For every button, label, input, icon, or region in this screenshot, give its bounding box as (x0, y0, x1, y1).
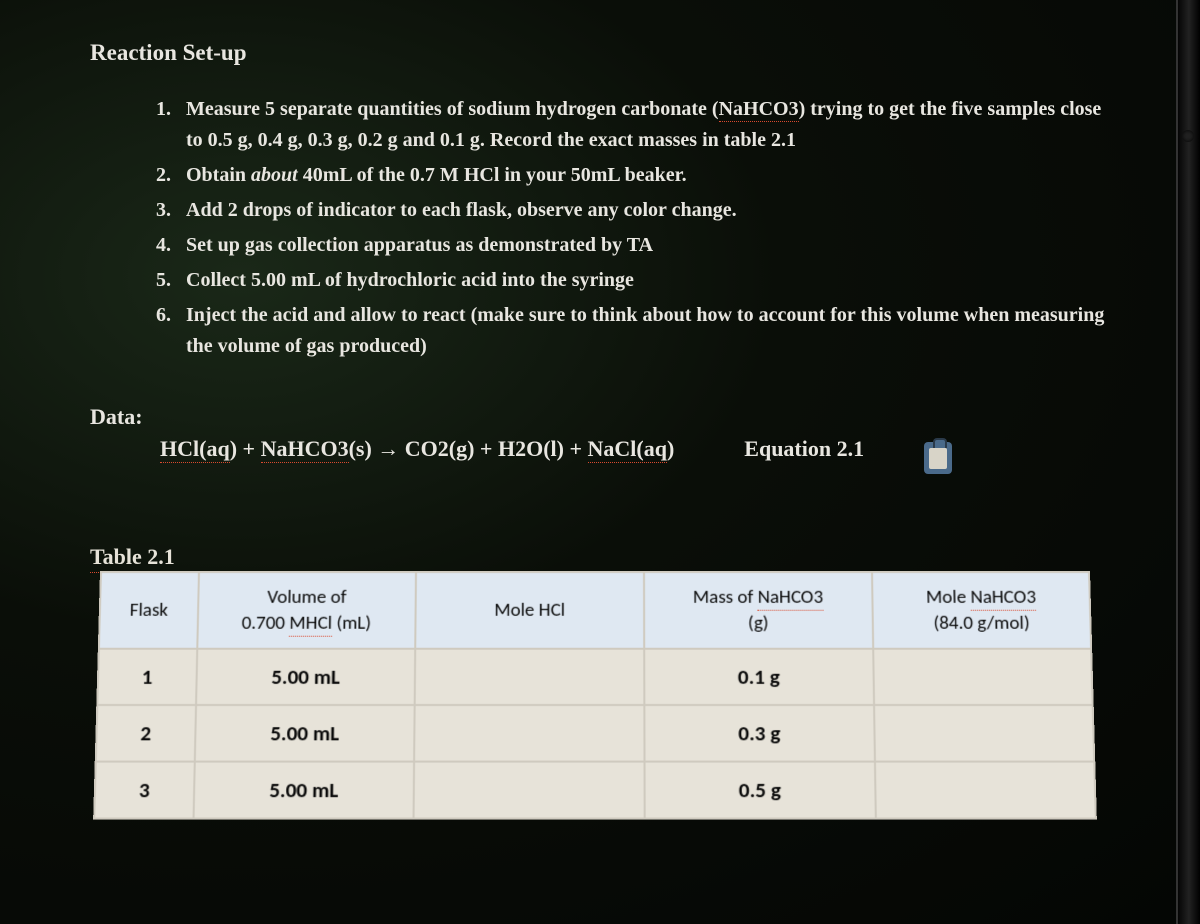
table-cell (413, 762, 644, 819)
table-cell: 5.00 mL (193, 762, 414, 819)
procedure-item: 4.Set up gas collection apparatus as dem… (156, 230, 1110, 261)
procedure-text: Set up gas collection apparatus as demon… (186, 230, 1110, 261)
procedure-item: 3.Add 2 drops of indicator to each flask… (156, 195, 1110, 226)
procedure-number: 5. (156, 265, 186, 296)
table-cell: 0.5 g (644, 762, 875, 819)
table-header-cell: Volume of0.700 MHCl (mL) (197, 572, 416, 649)
procedure-text: Obtain about 40mL of the 0.7 M HCl in yo… (186, 160, 1110, 191)
table-header-cell: Mass of NaHCO3(g) (644, 572, 873, 649)
table-header-row: FlaskVolume of0.700 MHCl (mL)Mole HClMas… (99, 572, 1091, 649)
table-body: 15.00 mL0.1 g25.00 mL0.3 g35.00 mL0.5 g (94, 649, 1096, 819)
table-row: 35.00 mL 0.5 g (94, 762, 1096, 819)
table-cell: 0.3 g (644, 705, 875, 762)
table-row: 25.00 mL 0.3 g (96, 705, 1095, 762)
data-table: FlaskVolume of0.700 MHCl (mL)Mole HClMas… (93, 571, 1097, 820)
procedure-list: 1.Measure 5 separate quantities of sodiu… (156, 94, 1110, 362)
procedure-item: 1.Measure 5 separate quantities of sodiu… (156, 94, 1110, 156)
procedure-number: 4. (156, 230, 186, 261)
table-header-cell: Flask (99, 572, 199, 649)
table-cell: 3 (94, 762, 194, 819)
table-cell: 5.00 mL (196, 649, 415, 705)
table-cell (415, 649, 645, 705)
data-label: Data: (90, 404, 1110, 430)
table-cell (875, 762, 1096, 819)
equation-row: HCl(aq) + NaHCO3(s) → CO2(g) + H2O(l) + … (160, 436, 1110, 474)
section-title: Reaction Set-up (90, 40, 1110, 66)
procedure-text: Collect 5.00 mL of hydrochloric acid int… (186, 265, 1110, 296)
table-cell (874, 705, 1094, 762)
monitor-sensor (1182, 130, 1194, 142)
procedure-item: 6.Inject the acid and allow to react (ma… (156, 300, 1110, 362)
table-cell (873, 649, 1093, 705)
procedure-text: Inject the acid and allow to react (make… (186, 300, 1110, 362)
procedure-number: 1. (156, 94, 186, 156)
procedure-text: Add 2 drops of indicator to each flask, … (186, 195, 1110, 226)
table-cell: 1 (97, 649, 197, 705)
table-cell: 5.00 mL (194, 705, 414, 762)
table-cell: 2 (96, 705, 196, 762)
procedure-number: 6. (156, 300, 186, 362)
procedure-item: 2.Obtain about 40mL of the 0.7 M HCl in … (156, 160, 1110, 191)
table-row: 15.00 mL 0.1 g (97, 649, 1092, 705)
equation-label: Equation 2.1 (744, 436, 864, 462)
table-label: Table 2.1 (90, 544, 175, 573)
table-cell (414, 705, 644, 762)
table-header-cell: Mole NaHCO3(84.0 g/mol) (872, 572, 1091, 649)
table-label-wrap: Table 2.1 (90, 544, 1110, 571)
procedure-number: 2. (156, 160, 186, 191)
procedure-number: 3. (156, 195, 186, 226)
procedure-text: Measure 5 separate quantities of sodium … (186, 94, 1110, 156)
equation-text: HCl(aq) + NaHCO3(s) → CO2(g) + H2O(l) + … (160, 436, 674, 462)
procedure-item: 5.Collect 5.00 mL of hydrochloric acid i… (156, 265, 1110, 296)
table-cell: 0.1 g (644, 649, 874, 705)
clipboard-icon[interactable] (924, 442, 952, 474)
table-header-cell: Mole HCl (415, 572, 644, 649)
